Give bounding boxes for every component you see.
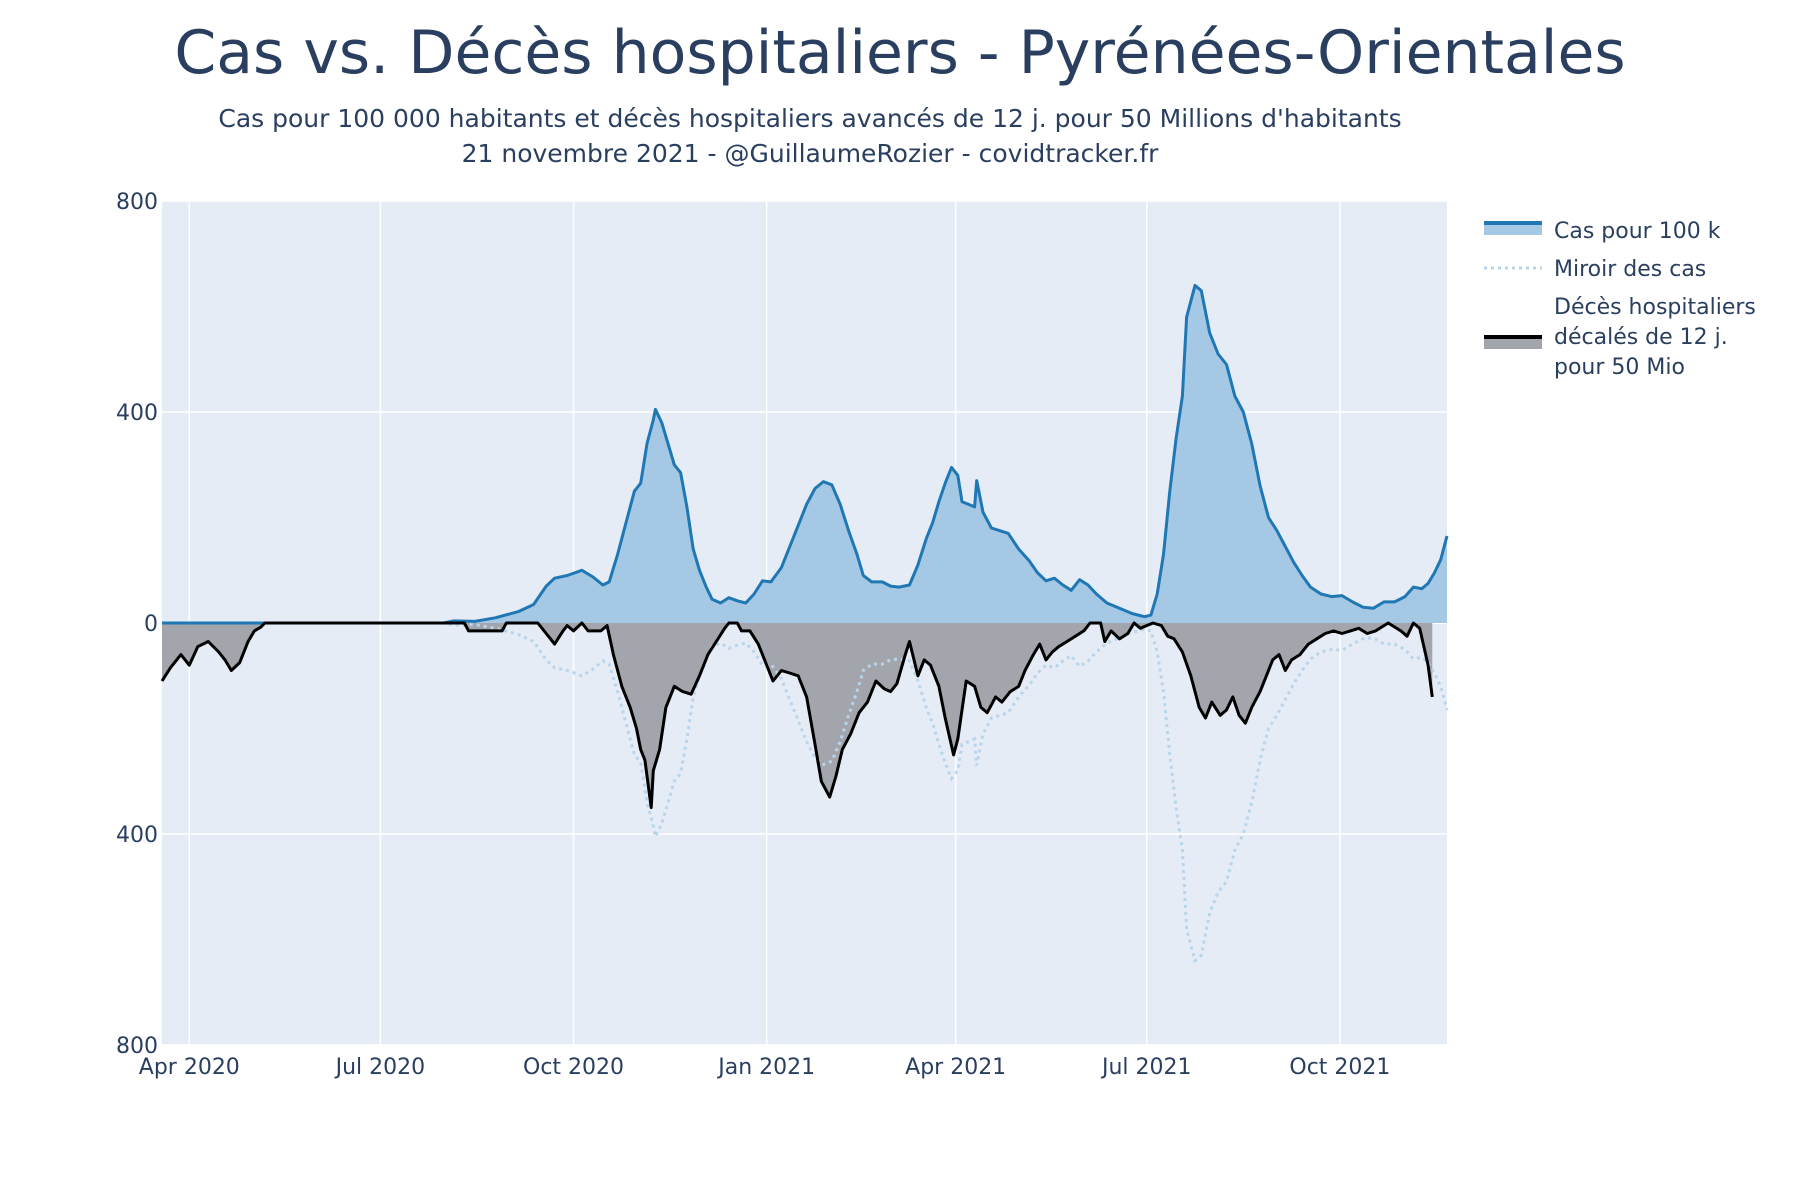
y-tick-label: 800 [116, 1034, 158, 1059]
chart-subtitle-date: 21 novembre 2021 - @GuillaumeRozier - co… [461, 139, 1159, 168]
x-tick-label: Oct 2020 [523, 1055, 624, 1080]
deaths-area [162, 623, 1433, 808]
y-tick-label: 400 [116, 823, 158, 848]
cases-line [162, 283, 1449, 625]
legend-label-deaths: Décès hospitaliers [1554, 295, 1756, 320]
x-tick-label: Apr 2021 [905, 1055, 1006, 1080]
legend-label-deaths: pour 50 Mio [1554, 355, 1685, 380]
chart-subtitle: Cas pour 100 000 habitants et décès hosp… [218, 104, 1402, 133]
x-tick-label: Apr 2020 [139, 1055, 240, 1080]
legend: Cas pour 100 k Miroir des cas Décès hospit… [1484, 219, 1756, 380]
x-tick-label: Jul 2021 [1100, 1055, 1192, 1080]
y-tick-label: 800 [116, 190, 158, 215]
legend-label-deaths: décalés de 12 j. [1554, 325, 1728, 350]
x-tick-label: Oct 2021 [1289, 1055, 1390, 1080]
cases-area [162, 285, 1447, 623]
x-tick-label: Jan 2021 [716, 1055, 815, 1080]
legend-label-mirror: Miroir des cas [1554, 257, 1706, 282]
legend-label-cases: Cas pour 100 k [1554, 219, 1721, 244]
mirror-line [162, 621, 1449, 964]
y-tick-label: 0 [144, 612, 158, 637]
y-tick-label: 400 [116, 401, 158, 426]
data-layer [160, 283, 1449, 964]
chart-title: Cas vs. Décès hospitaliers - Pyrénées-Or… [174, 18, 1626, 88]
x-tick-label: Jul 2020 [334, 1055, 426, 1080]
deaths-line [160, 621, 1434, 810]
